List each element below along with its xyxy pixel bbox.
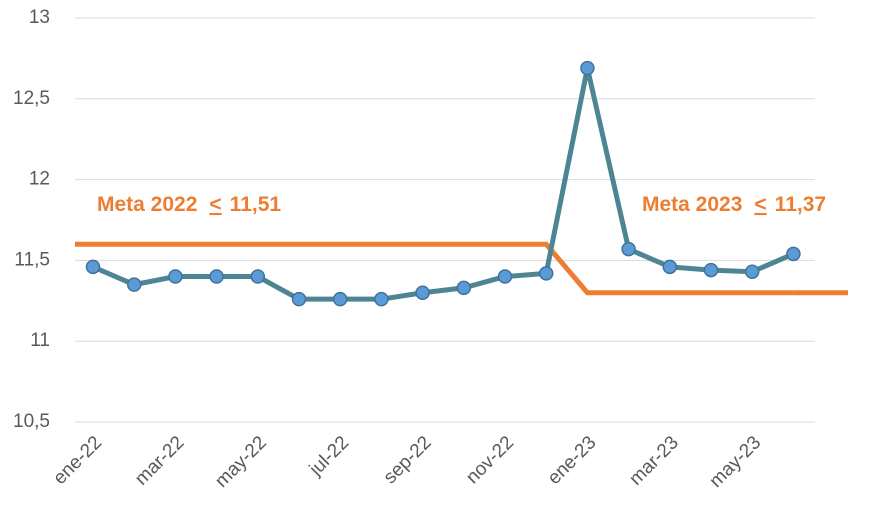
x-tick-label: may-23 bbox=[706, 432, 766, 492]
marker bbox=[703, 262, 719, 278]
marker bbox=[744, 264, 760, 279]
marker bbox=[786, 246, 801, 262]
annotation-limit: 11,37 bbox=[775, 193, 826, 216]
annotation-symbol: < bbox=[754, 193, 766, 216]
series-line bbox=[92, 65, 795, 302]
marker bbox=[291, 291, 307, 307]
annotation: Meta 2022 <11,51 bbox=[97, 193, 281, 216]
marker bbox=[580, 60, 595, 76]
y-tick-label: 13 bbox=[29, 7, 50, 28]
marker bbox=[662, 259, 678, 275]
annotation-text: Meta 2023 bbox=[642, 193, 742, 216]
marker bbox=[126, 277, 142, 292]
y-tick-label: 12,5 bbox=[13, 88, 50, 109]
y-tick-label: 11 bbox=[30, 330, 50, 351]
marker bbox=[538, 266, 554, 281]
annotation-text: Meta 2022 bbox=[97, 193, 197, 216]
x-tick-label: ene-22 bbox=[49, 432, 106, 489]
x-tick-label: mar-23 bbox=[625, 432, 682, 489]
y-tick-label: 12 bbox=[29, 169, 50, 190]
marker bbox=[621, 241, 636, 257]
annotation-symbol: < bbox=[209, 193, 221, 216]
x-tick-label: ene-23 bbox=[544, 432, 601, 489]
x-tick-label: nov-22 bbox=[462, 432, 518, 488]
marker bbox=[85, 259, 101, 275]
annotation-limit: 11,51 bbox=[230, 193, 282, 216]
marker bbox=[456, 280, 472, 296]
marker bbox=[332, 291, 348, 307]
target-line bbox=[93, 241, 794, 296]
y-tick-label: 10,5 bbox=[13, 411, 50, 432]
marker bbox=[415, 285, 430, 300]
marker bbox=[374, 291, 389, 307]
x-tick-label: may-22 bbox=[211, 432, 271, 492]
marker bbox=[497, 269, 513, 284]
marker bbox=[250, 269, 266, 284]
x-tick-label: jul-22 bbox=[305, 432, 353, 480]
y-tick-label: 11,5 bbox=[14, 249, 50, 270]
x-tick-label: sep-22 bbox=[380, 432, 436, 488]
marker bbox=[168, 269, 183, 284]
x-tick-label: mar-22 bbox=[131, 432, 188, 489]
marker bbox=[209, 269, 224, 284]
annotation: Meta 2023 <11,37 bbox=[642, 193, 826, 216]
